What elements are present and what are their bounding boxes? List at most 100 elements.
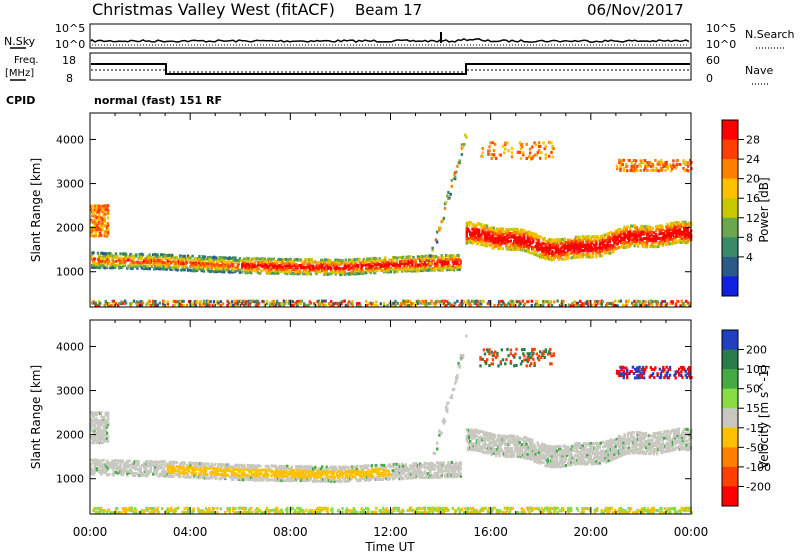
- range-gate-cell: [478, 228, 481, 232]
- range-gate-cell: [431, 466, 434, 469]
- range-gate-cell: [359, 473, 362, 477]
- range-gate-cell: [598, 246, 601, 250]
- range-gate-cell: [665, 163, 668, 167]
- range-gate-cell: [185, 266, 189, 270]
- range-gate-cell: [597, 250, 600, 254]
- range-gate-cell: [192, 261, 195, 264]
- range-gate-cell: [106, 230, 110, 234]
- range-gate-cell: [346, 304, 350, 308]
- range-gate-cell: [408, 269, 412, 273]
- range-gate-cell: [296, 471, 299, 475]
- range-gate-cell: [506, 141, 509, 145]
- range-gate-cell: [324, 272, 327, 276]
- range-gate-cell: [431, 258, 434, 262]
- range-gate-cell: [369, 267, 372, 271]
- range-gate-cell: [670, 242, 674, 246]
- range-gate-cell: [549, 248, 552, 252]
- range-gate-cell: [497, 243, 500, 247]
- range-gate-cell: [439, 461, 442, 465]
- range-gate-cell: [152, 299, 155, 303]
- range-gate-cell: [498, 153, 501, 157]
- range-gate-cell: [264, 470, 268, 474]
- range-gate-cell: [94, 218, 97, 221]
- range-gate-cell: [226, 262, 229, 266]
- range-gate-cell: [275, 474, 279, 478]
- range-gate-cell: [593, 299, 597, 303]
- range-gate-cell: [661, 235, 665, 239]
- range-gate-cell: [90, 255, 93, 259]
- range-gate-cell: [226, 469, 229, 473]
- range-gate-cell: [422, 266, 425, 270]
- range-gate-cell: [97, 303, 101, 307]
- range-gate-cell: [501, 247, 505, 251]
- range-gate-cell: [494, 229, 498, 233]
- range-gate-cell: [523, 246, 526, 250]
- range-gate-cell: [336, 474, 340, 477]
- range-gate-cell: [686, 240, 689, 244]
- range-gate-cell: [574, 253, 578, 257]
- range-gate-cell: [543, 237, 546, 240]
- range-gate-cell: [594, 245, 597, 249]
- range-gate-cell: [200, 263, 203, 267]
- range-gate-cell: [123, 260, 127, 264]
- range-gate-cell: [550, 238, 553, 242]
- range-gate-cell: [384, 471, 387, 475]
- range-gate-cell: [191, 466, 194, 469]
- range-gate-cell: [669, 302, 672, 305]
- range-gate-cell: [319, 270, 323, 274]
- range-gate-cell: [369, 476, 372, 480]
- range-gate-cell: [423, 470, 426, 474]
- range-gate-cell: [219, 300, 222, 304]
- range-gate-cell: [132, 299, 136, 303]
- range-gate-cell: [143, 261, 146, 265]
- range-gate-cell: [136, 266, 139, 270]
- range-gate-cell: [191, 269, 194, 273]
- range-gate-cell: [544, 144, 547, 148]
- range-gate-cell: [649, 168, 653, 172]
- range-gate-cell: [624, 162, 628, 166]
- range-gate-cell: [200, 303, 203, 307]
- range-gate-cell: [478, 232, 481, 236]
- range-gate-cell: [488, 149, 491, 153]
- range-gate-cell: [96, 251, 100, 255]
- range-gate-cell: [321, 479, 324, 483]
- range-gate-cell: [463, 142, 466, 146]
- range-gate-cell: [437, 471, 440, 475]
- range-gate-cell: [492, 228, 496, 232]
- range-gate-cell: [423, 463, 426, 467]
- range-gate-cell: [123, 262, 127, 266]
- range-gate-cell: [529, 237, 533, 241]
- range-gate-cell: [501, 231, 505, 235]
- range-gate-cell: [514, 235, 517, 239]
- range-gate-cell: [289, 257, 292, 261]
- range-gate-cell: [446, 268, 449, 272]
- range-gate-cell: [251, 269, 254, 273]
- range-gate-cell: [647, 231, 650, 235]
- range-gate-cell: [121, 264, 124, 268]
- range-gate-cell: [149, 466, 153, 470]
- range-gate-cell: [522, 151, 525, 155]
- range-gate-cell: [118, 301, 121, 305]
- range-gate-cell: [200, 257, 203, 261]
- range-gate-cell: [352, 465, 355, 469]
- range-gate-cell: [641, 228, 644, 232]
- range-gate-cell: [171, 254, 174, 258]
- range-gate-cell: [447, 260, 450, 264]
- range-gate-cell: [280, 269, 283, 273]
- range-gate-cell: [281, 469, 284, 473]
- range-gate-cell: [270, 267, 273, 271]
- range-gate-cell: [308, 465, 311, 469]
- range-gate-cell: [366, 303, 369, 307]
- range-gate-cell: [688, 304, 691, 308]
- range-gate-cell: [112, 473, 115, 477]
- range-gate-cell: [516, 300, 519, 304]
- range-gate-cell: [340, 469, 343, 473]
- range-gate-cell: [198, 255, 201, 258]
- range-gate-cell: [417, 257, 421, 261]
- range-gate-cell: [94, 304, 97, 308]
- range-gate-cell: [238, 268, 242, 272]
- range-gate-cell: [454, 177, 457, 181]
- range-gate-cell: [482, 241, 485, 245]
- range-gate-cell: [606, 240, 609, 244]
- range-gate-cell: [305, 303, 308, 307]
